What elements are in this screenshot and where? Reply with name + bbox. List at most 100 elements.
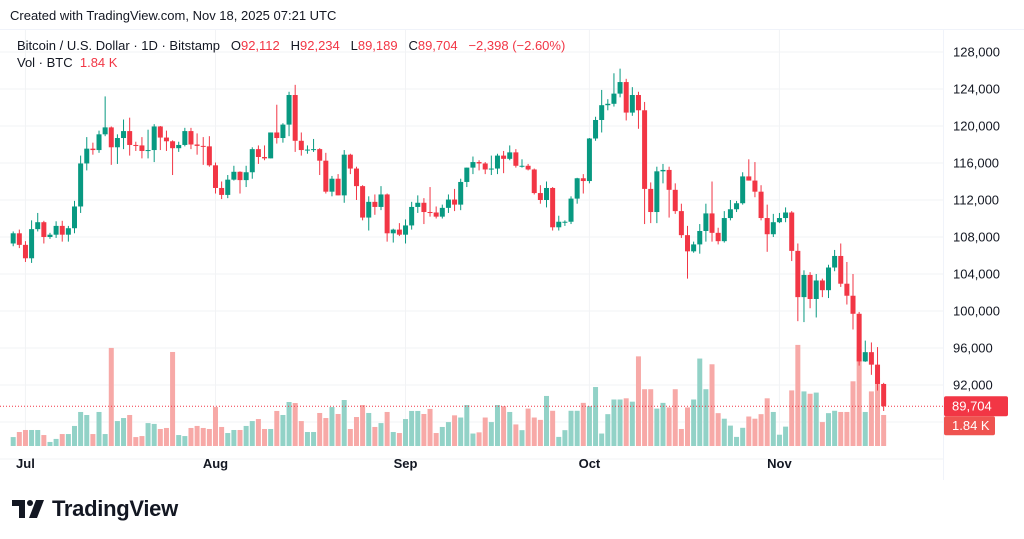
candle[interactable] xyxy=(697,224,703,254)
candle[interactable] xyxy=(525,163,531,171)
candle[interactable] xyxy=(280,123,286,143)
candle[interactable] xyxy=(807,272,813,309)
candle[interactable] xyxy=(249,147,255,179)
candle[interactable] xyxy=(396,223,402,237)
candle[interactable] xyxy=(703,203,709,242)
candle[interactable] xyxy=(16,229,22,249)
candle[interactable] xyxy=(740,172,746,205)
candle[interactable] xyxy=(660,163,666,184)
candle[interactable] xyxy=(494,153,500,175)
candle[interactable] xyxy=(127,117,133,156)
candle[interactable] xyxy=(225,175,231,199)
candle[interactable] xyxy=(157,126,163,151)
candle[interactable] xyxy=(139,137,145,159)
candle[interactable] xyxy=(10,231,16,247)
candle[interactable] xyxy=(544,181,550,208)
candle[interactable] xyxy=(268,132,274,159)
candle[interactable] xyxy=(96,130,102,153)
candle[interactable] xyxy=(813,274,819,318)
candle[interactable] xyxy=(764,204,770,252)
candle[interactable] xyxy=(734,200,740,213)
candle[interactable] xyxy=(329,175,335,197)
candle[interactable] xyxy=(838,243,844,287)
candle[interactable] xyxy=(53,221,59,238)
candle[interactable] xyxy=(274,104,280,144)
candle[interactable] xyxy=(580,174,586,194)
candle[interactable] xyxy=(635,91,641,129)
candle[interactable] xyxy=(384,193,390,242)
candle[interactable] xyxy=(341,150,347,203)
candle[interactable] xyxy=(390,228,396,243)
candle[interactable] xyxy=(176,141,182,152)
candle[interactable] xyxy=(562,220,568,226)
candle[interactable] xyxy=(353,166,359,200)
candle[interactable] xyxy=(170,140,176,176)
candle[interactable] xyxy=(114,134,120,164)
candle[interactable] xyxy=(219,181,225,200)
candle[interactable] xyxy=(22,241,28,262)
candle[interactable] xyxy=(776,212,782,224)
candle[interactable] xyxy=(470,156,476,175)
candle[interactable] xyxy=(482,162,488,175)
candle[interactable] xyxy=(298,132,304,156)
candle[interactable] xyxy=(513,149,519,168)
candle[interactable] xyxy=(347,153,353,175)
candle[interactable] xyxy=(59,220,65,242)
candle[interactable] xyxy=(623,78,629,121)
candle[interactable] xyxy=(599,89,605,133)
candle[interactable] xyxy=(35,212,41,232)
candle[interactable] xyxy=(212,162,218,194)
candle[interactable] xyxy=(311,138,317,152)
candle[interactable] xyxy=(654,166,660,224)
candle[interactable] xyxy=(825,264,831,299)
candle[interactable] xyxy=(801,270,807,323)
candle[interactable] xyxy=(403,219,409,244)
candle[interactable] xyxy=(568,196,574,225)
candle[interactable] xyxy=(445,194,451,213)
candle[interactable] xyxy=(286,91,292,137)
candle[interactable] xyxy=(642,101,648,225)
candle[interactable] xyxy=(507,145,513,161)
candle[interactable] xyxy=(770,213,776,237)
candle[interactable] xyxy=(850,274,856,330)
candle[interactable] xyxy=(789,211,795,262)
candle[interactable] xyxy=(133,141,139,151)
candle[interactable] xyxy=(819,278,825,298)
candle[interactable] xyxy=(715,227,721,245)
candle[interactable] xyxy=(243,165,249,188)
candle[interactable] xyxy=(605,99,611,111)
candle[interactable] xyxy=(678,203,684,238)
candle[interactable] xyxy=(29,220,35,263)
candle[interactable] xyxy=(795,243,801,322)
candle[interactable] xyxy=(537,185,543,204)
candle[interactable] xyxy=(255,145,261,164)
candle[interactable] xyxy=(666,166,672,218)
candle[interactable] xyxy=(862,340,868,362)
candle[interactable] xyxy=(65,225,71,242)
candle[interactable] xyxy=(439,204,445,219)
candle[interactable] xyxy=(488,155,494,176)
candle[interactable] xyxy=(433,206,439,219)
candle[interactable] xyxy=(323,152,329,194)
candle[interactable] xyxy=(881,382,887,412)
candle[interactable] xyxy=(200,137,206,165)
candle[interactable] xyxy=(574,177,580,204)
candle[interactable] xyxy=(501,150,507,174)
tradingview-logo[interactable]: TradingView xyxy=(12,496,178,522)
candle[interactable] xyxy=(90,142,96,155)
candle[interactable] xyxy=(752,162,758,198)
candle[interactable] xyxy=(163,130,169,151)
candle[interactable] xyxy=(409,201,415,230)
candle[interactable] xyxy=(378,186,384,211)
candle[interactable] xyxy=(685,225,690,279)
candle[interactable] xyxy=(237,171,243,194)
candle[interactable] xyxy=(194,133,200,155)
candle[interactable] xyxy=(188,127,194,150)
candle[interactable] xyxy=(78,155,84,213)
candle[interactable] xyxy=(335,174,341,196)
candle[interactable] xyxy=(758,185,764,221)
candle[interactable] xyxy=(746,159,752,181)
candle[interactable] xyxy=(151,124,157,163)
candle[interactable] xyxy=(108,126,114,165)
